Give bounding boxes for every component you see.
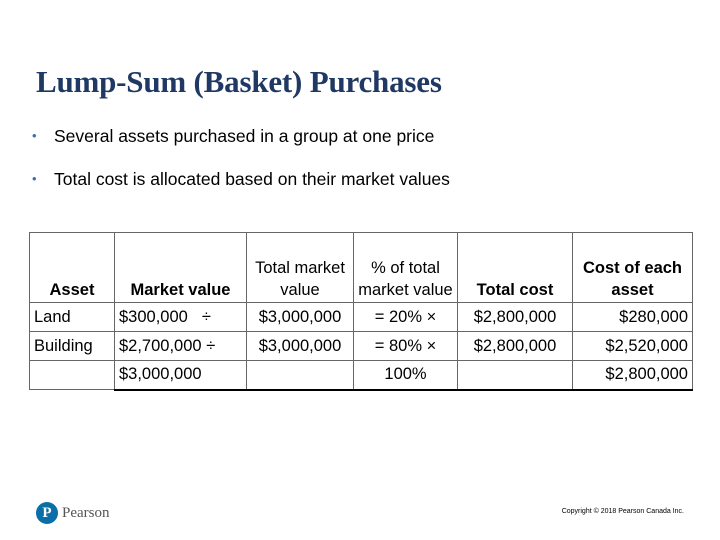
cell-pct: = 20% × [353,302,458,332]
header-market-value: Market value [114,232,247,303]
cell-cost-each: $2,520,000 [572,331,693,361]
header-asset: Asset [29,232,115,303]
cell-cost-each: $280,000 [572,302,693,332]
cell-market-value: $2,700,000 ÷ [114,331,247,361]
pearson-wordmark: Pearson [62,504,110,521]
divide-operator: ÷ [201,307,211,326]
header-cost-each-asset: Cost of each asset [572,232,693,303]
cell-total-cost: $2,800,000 [457,331,573,361]
cell-asset: Land [29,302,115,332]
cell-empty [246,360,354,391]
cell-empty [29,360,115,390]
table-totals-row: $3,000,000 100% $2,800,000 [29,360,693,391]
cell-pct: = 80% × [353,331,458,361]
cell-total-market-value: $3,000,000 [246,331,354,361]
bullet-item: • Total cost is allocated based on their … [32,169,450,189]
copyright-notice: Copyright © 2018 Pearson Canada Inc. [561,508,684,515]
basket-purchase-table: Asset Market value Total market value % … [29,232,693,391]
cell-market-value: $300,000 ÷ [114,302,247,332]
cell-asset: Building [29,331,115,361]
cell-total-market-value: $3,000,000 [246,302,354,332]
table-header-row: Asset Market value Total market value % … [29,232,693,303]
header-total-market-value: Total market value [246,232,354,303]
pearson-logo: P Pearson [36,502,110,524]
pearson-logo-icon: P [36,502,58,524]
header-pct-total-market-value: % of total market value [353,232,458,303]
table-row: Land $300,000 ÷ $3,000,000 = 20% × $2,800… [29,302,693,332]
total-market-value-sum: $3,000,000 [114,360,247,391]
divide-operator: ÷ [206,336,216,355]
total-cost-each-sum: $2,800,000 [572,360,693,391]
total-pct-sum: 100% [353,360,458,391]
bullet-icon: • [32,128,37,143]
cell-total-cost: $2,800,000 [457,302,573,332]
bullet-list: • Several assets purchased in a group at … [32,126,450,212]
slide-title: Lump-Sum (Basket) Purchases [36,64,442,99]
multiply-operator: × [426,336,437,355]
multiply-operator: × [426,307,437,326]
bullet-item: • Several assets purchased in a group at … [32,126,435,146]
table-row: Building $2,700,000 ÷ $3,000,000 = 80% ×… [29,331,693,361]
cell-empty [457,360,573,391]
header-total-cost: Total cost [457,232,573,303]
bullet-icon: • [32,171,37,186]
